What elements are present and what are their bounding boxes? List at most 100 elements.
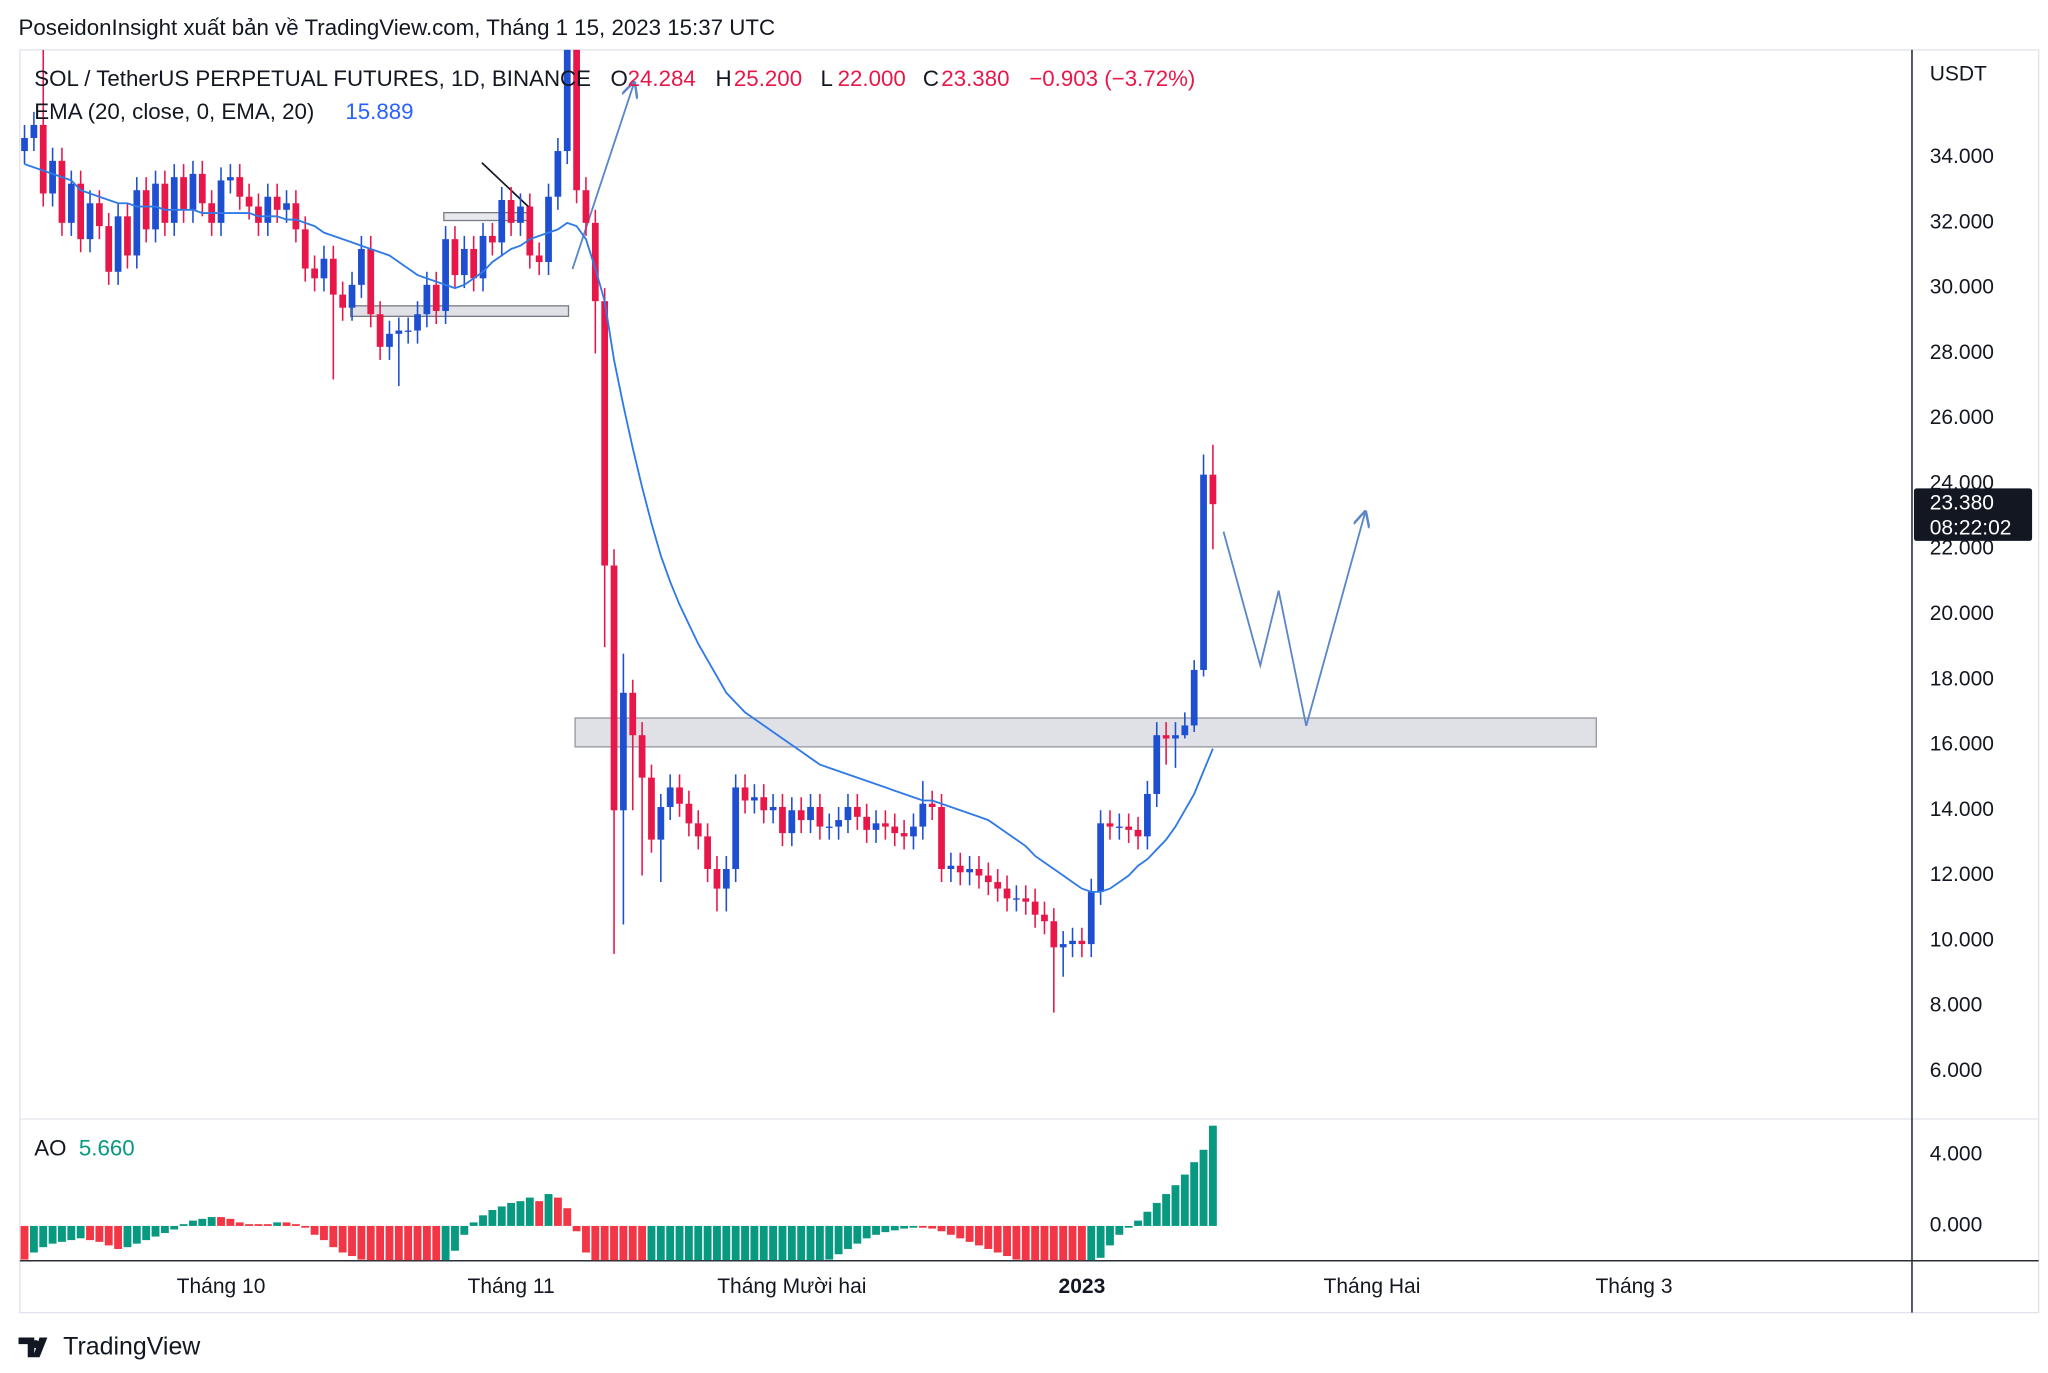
candle-body [882,823,889,827]
candle-body [133,190,141,256]
candle-body [114,216,122,272]
ao-bar [1152,1202,1161,1226]
footer: TradingView [63,1333,201,1361]
y-tick-label: 28.000 [1930,341,1994,364]
ao-bar [975,1225,983,1246]
candle-body [227,177,234,181]
ao-bar [301,1225,310,1228]
candle-body [1059,944,1067,948]
y-tick-label: 18.000 [1930,667,1994,690]
candle-body [96,203,103,227]
ohlc-label: H [716,66,732,91]
ao-bar [872,1225,880,1235]
ao-bar [179,1224,188,1226]
candle-body [891,826,899,834]
candle-body [395,330,403,334]
candle-body [657,807,665,840]
ao-bar [675,1225,684,1261]
candle-body [779,807,786,834]
x-tick-label: Tháng 3 [1595,1275,1672,1298]
candle-body [984,875,992,883]
ao-bar [451,1225,459,1251]
candle-body [86,203,94,240]
y-tick-label: 8.000 [1930,994,1983,1017]
ohlc-label: L [821,66,833,91]
ao-bar [862,1225,871,1239]
y-tick-label: 22.000 [1930,537,1994,560]
ao-bar [376,1225,385,1261]
candle-body [1087,891,1095,945]
candle-body [975,869,983,876]
candle-body [947,865,955,870]
candle-body [704,836,711,870]
x-tick-label: 2023 [1059,1275,1106,1298]
ao-bar [1162,1194,1171,1226]
ao-bar [750,1225,759,1261]
y-unit: USDT [1930,62,1987,85]
ao-bar [507,1202,516,1226]
ao-bar [722,1225,731,1261]
ao-bar [291,1224,300,1226]
ao-bar [207,1217,216,1226]
ao-legend: AO [34,1136,66,1161]
candle-body [1144,793,1151,837]
candle-body [517,206,524,223]
ao-tick-label: 4.000 [1930,1143,1983,1166]
ao-bar [357,1225,366,1260]
ao-bar [937,1225,946,1232]
logo: TradingView [18,1333,201,1361]
ao-bar [1134,1220,1142,1226]
candle-body [872,823,880,830]
ao-bar [984,1225,993,1249]
ao-bar [1115,1225,1124,1235]
candle-body [311,268,318,279]
candle-body [423,284,431,315]
candle-body [142,190,150,230]
y-tick-label: 10.000 [1930,928,1994,951]
y-tick-label: 16.000 [1930,733,1994,756]
ao-bar [1171,1185,1180,1226]
ao-bar [900,1225,909,1229]
candle-body [1181,725,1189,736]
candle-body [1106,823,1114,827]
ao-bar [1190,1162,1199,1226]
candle-body [722,869,730,889]
candle-body [320,258,328,279]
ohlc-legend: O 24.284 H 25.200 L 22.000 C 23.380 [611,66,1010,91]
candle-body [273,196,281,210]
candle-body [629,692,637,736]
ao-bar [563,1208,572,1226]
ao-bar [1208,1125,1217,1226]
ao-bar [516,1201,525,1226]
candle-body [376,314,384,347]
candle-body [67,183,75,223]
ohlc-value: 24.284 [628,66,696,91]
candle-body [479,235,487,279]
ao-bar [282,1222,291,1226]
ao-bar [329,1225,338,1248]
ao-bar [815,1225,824,1261]
candle-body [816,807,824,827]
candle-body [432,284,440,311]
ao-bar [572,1225,581,1232]
ao-bar [348,1225,356,1257]
candle-body [1125,826,1133,830]
last-price: 23.380 [1930,492,1994,515]
ao-bar [759,1225,768,1261]
ao-bar [469,1222,478,1226]
ao-bar [591,1225,600,1261]
candle-body [676,787,683,804]
y-tick-label: 14.000 [1930,798,1994,821]
candle-body [1097,823,1104,892]
candle-body [938,807,945,870]
ao-bar [628,1225,637,1261]
candle-body [180,177,187,210]
ao-tick-label: 0.000 [1930,1213,1983,1236]
frame [19,49,2040,1314]
ao-bar [67,1225,76,1241]
ao-bar [741,1225,749,1261]
ao-bar [1124,1225,1133,1228]
ao-bar [535,1201,544,1226]
candle-body [1041,914,1048,922]
